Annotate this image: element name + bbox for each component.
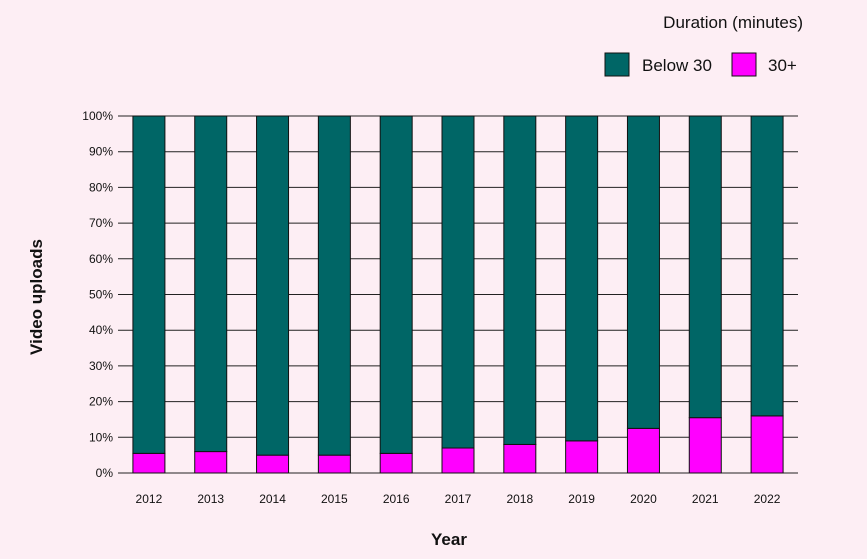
y-axis-ticks: 0% 10% 20% 30% 40% 50% 60% 70% 80% 90% 100% (82, 109, 113, 480)
y-tick-label: 30% (89, 359, 113, 373)
x-axis-title: Year (431, 530, 467, 549)
y-tick-label: 80% (89, 180, 113, 194)
y-tick-label: 40% (89, 323, 113, 337)
bar-below-30-2022 (750, 115, 784, 417)
bars (132, 115, 784, 474)
legend-title: Duration (minutes) (663, 13, 803, 32)
legend-swatch-30-plus (731, 52, 757, 77)
bar-30-2022 (750, 415, 784, 474)
legend-swatch-below-30 (604, 52, 630, 77)
bar-30-2017 (441, 447, 475, 474)
x-tick-label: 2017 (445, 492, 472, 506)
bar-30-2013 (194, 451, 228, 474)
legend: Duration (minutes) Below 30 30+ (604, 13, 803, 77)
x-tick-label: 2019 (568, 492, 595, 506)
y-tick-label: 0% (96, 466, 114, 480)
y-tick-label: 20% (89, 395, 113, 409)
bar-below-30-2015 (317, 115, 351, 456)
y-tick-label: 50% (89, 288, 113, 302)
bar-30-2018 (503, 443, 537, 474)
bar-below-30-2020 (626, 115, 660, 429)
bar-30-2015 (317, 454, 351, 474)
bar-30-2021 (688, 417, 722, 474)
bar-30-2016 (379, 452, 413, 474)
x-tick-label: 2012 (136, 492, 163, 506)
y-tick-label: 60% (89, 252, 113, 266)
bar-below-30-2013 (194, 115, 228, 453)
y-tick-label: 70% (89, 216, 113, 230)
bar-below-30-2014 (256, 115, 290, 456)
bar-below-30-2019 (565, 115, 599, 442)
x-tick-label: 2013 (197, 492, 224, 506)
bar-30-2019 (565, 440, 599, 474)
x-tick-label: 2018 (506, 492, 533, 506)
bar-30-2020 (626, 427, 660, 474)
x-tick-label: 2020 (630, 492, 657, 506)
bar-below-30-2017 (441, 115, 475, 449)
bar-below-30-2012 (132, 115, 166, 454)
bar-below-30-2018 (503, 115, 537, 445)
bar-30-2012 (132, 452, 166, 474)
x-tick-label: 2022 (754, 492, 781, 506)
bar-30-2014 (256, 454, 290, 474)
x-tick-label: 2021 (692, 492, 719, 506)
y-tick-label: 100% (82, 109, 113, 123)
bar-below-30-2021 (688, 115, 722, 419)
x-tick-label: 2015 (321, 492, 348, 506)
bar-below-30-2016 (379, 115, 413, 454)
x-axis-ticks: 2012 2013 2014 2015 2016 2017 2018 2019 2020 2021… (136, 492, 781, 506)
y-axis-title: Video uploads (27, 239, 46, 355)
x-tick-label: 2016 (383, 492, 410, 506)
y-tick-label: 90% (89, 145, 113, 159)
legend-label-below-30: Below 30 (642, 56, 712, 75)
y-tick-label: 10% (89, 430, 113, 444)
x-tick-label: 2014 (259, 492, 286, 506)
legend-label-30-plus: 30+ (768, 56, 797, 75)
